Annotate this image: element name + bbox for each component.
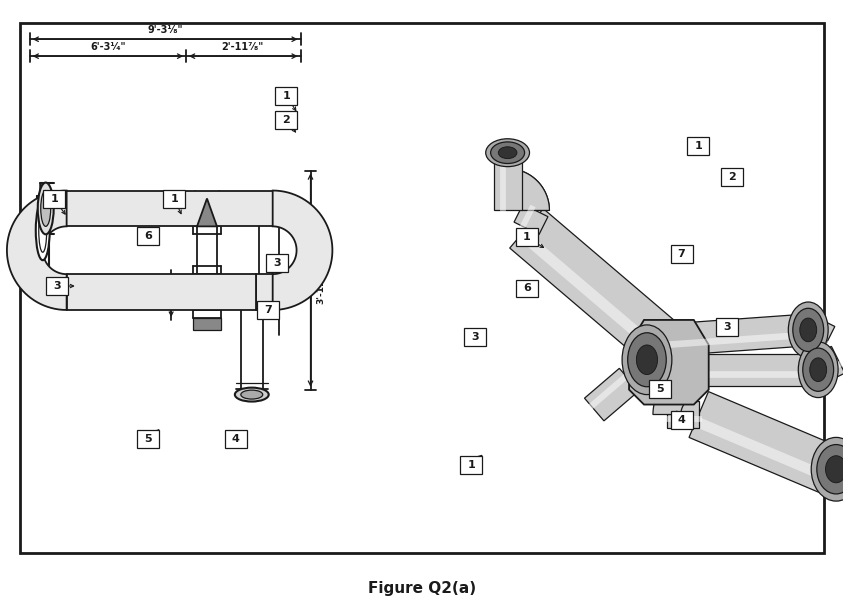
FancyBboxPatch shape <box>687 137 708 155</box>
Polygon shape <box>667 314 809 356</box>
Ellipse shape <box>235 387 268 401</box>
Ellipse shape <box>802 348 833 391</box>
FancyBboxPatch shape <box>715 318 737 336</box>
Text: 7: 7 <box>263 306 271 315</box>
Polygon shape <box>628 320 708 404</box>
Ellipse shape <box>38 183 54 235</box>
Text: 2: 2 <box>282 115 289 125</box>
Polygon shape <box>507 169 549 210</box>
Ellipse shape <box>825 456 844 483</box>
Ellipse shape <box>792 309 823 351</box>
Ellipse shape <box>798 342 837 398</box>
FancyBboxPatch shape <box>19 23 823 553</box>
Ellipse shape <box>627 333 665 387</box>
FancyBboxPatch shape <box>515 279 537 298</box>
Polygon shape <box>273 191 332 310</box>
Polygon shape <box>7 191 67 310</box>
FancyBboxPatch shape <box>225 430 246 448</box>
Text: 1: 1 <box>522 232 530 243</box>
Text: 3: 3 <box>53 281 61 291</box>
Ellipse shape <box>809 358 825 381</box>
FancyBboxPatch shape <box>43 190 65 208</box>
Text: 9'-3¹⁄₈": 9'-3¹⁄₈" <box>147 25 182 35</box>
Ellipse shape <box>621 325 671 395</box>
Polygon shape <box>273 191 275 226</box>
Ellipse shape <box>816 445 844 494</box>
FancyBboxPatch shape <box>275 87 297 104</box>
FancyBboxPatch shape <box>670 245 692 263</box>
Text: 1: 1 <box>170 194 178 204</box>
Text: 2: 2 <box>728 172 735 181</box>
Text: 3'-11¹¹⁄₁₆": 3'-11¹¹⁄₁₆" <box>316 257 325 304</box>
FancyBboxPatch shape <box>648 381 670 398</box>
Polygon shape <box>493 153 521 210</box>
Ellipse shape <box>39 208 46 252</box>
Text: 5: 5 <box>655 384 663 395</box>
Text: 5: 5 <box>144 434 152 444</box>
Ellipse shape <box>490 142 524 164</box>
Text: Figure Q2(a): Figure Q2(a) <box>368 581 476 596</box>
FancyBboxPatch shape <box>460 456 482 474</box>
Polygon shape <box>256 274 273 310</box>
Polygon shape <box>810 346 844 383</box>
FancyBboxPatch shape <box>138 227 159 244</box>
FancyBboxPatch shape <box>46 277 68 295</box>
Text: 7: 7 <box>677 249 684 259</box>
Polygon shape <box>507 169 549 210</box>
Text: 3: 3 <box>273 258 280 268</box>
Text: 6: 6 <box>522 284 530 293</box>
Text: 1: 1 <box>50 194 58 204</box>
Polygon shape <box>192 318 220 330</box>
Text: 6: 6 <box>144 230 152 241</box>
FancyBboxPatch shape <box>670 411 692 429</box>
Polygon shape <box>688 392 837 492</box>
Polygon shape <box>509 209 684 370</box>
Text: 1: 1 <box>282 90 289 101</box>
FancyBboxPatch shape <box>163 190 185 208</box>
Ellipse shape <box>41 191 51 226</box>
Text: 1: 1 <box>467 460 474 470</box>
Polygon shape <box>513 204 547 235</box>
Ellipse shape <box>35 200 50 260</box>
FancyBboxPatch shape <box>266 254 288 272</box>
Polygon shape <box>584 368 638 421</box>
Ellipse shape <box>485 139 529 167</box>
Text: 6'-3¹⁄₄": 6'-3¹⁄₄" <box>90 42 126 52</box>
Ellipse shape <box>498 147 517 159</box>
Polygon shape <box>668 354 817 386</box>
Text: 3: 3 <box>722 322 730 332</box>
Ellipse shape <box>241 390 262 399</box>
Ellipse shape <box>810 437 844 501</box>
Text: 4: 4 <box>231 434 240 444</box>
Ellipse shape <box>636 345 657 375</box>
FancyBboxPatch shape <box>275 111 297 129</box>
FancyBboxPatch shape <box>138 430 159 448</box>
Polygon shape <box>666 401 698 428</box>
Text: 4: 4 <box>677 415 684 425</box>
FancyBboxPatch shape <box>463 328 485 346</box>
Polygon shape <box>67 274 256 310</box>
Polygon shape <box>49 191 275 226</box>
Ellipse shape <box>798 318 816 342</box>
FancyBboxPatch shape <box>257 301 279 320</box>
Text: 3: 3 <box>470 332 478 342</box>
FancyBboxPatch shape <box>720 167 742 186</box>
Text: 1'-4¹⁄₂": 1'-4¹⁄₂" <box>155 280 164 310</box>
Polygon shape <box>197 199 217 226</box>
Ellipse shape <box>787 302 827 358</box>
FancyBboxPatch shape <box>515 229 537 246</box>
Text: 2'-11⁷⁄₈": 2'-11⁷⁄₈" <box>221 42 263 52</box>
Text: 1: 1 <box>694 141 701 151</box>
Polygon shape <box>652 368 698 414</box>
Polygon shape <box>801 316 834 353</box>
